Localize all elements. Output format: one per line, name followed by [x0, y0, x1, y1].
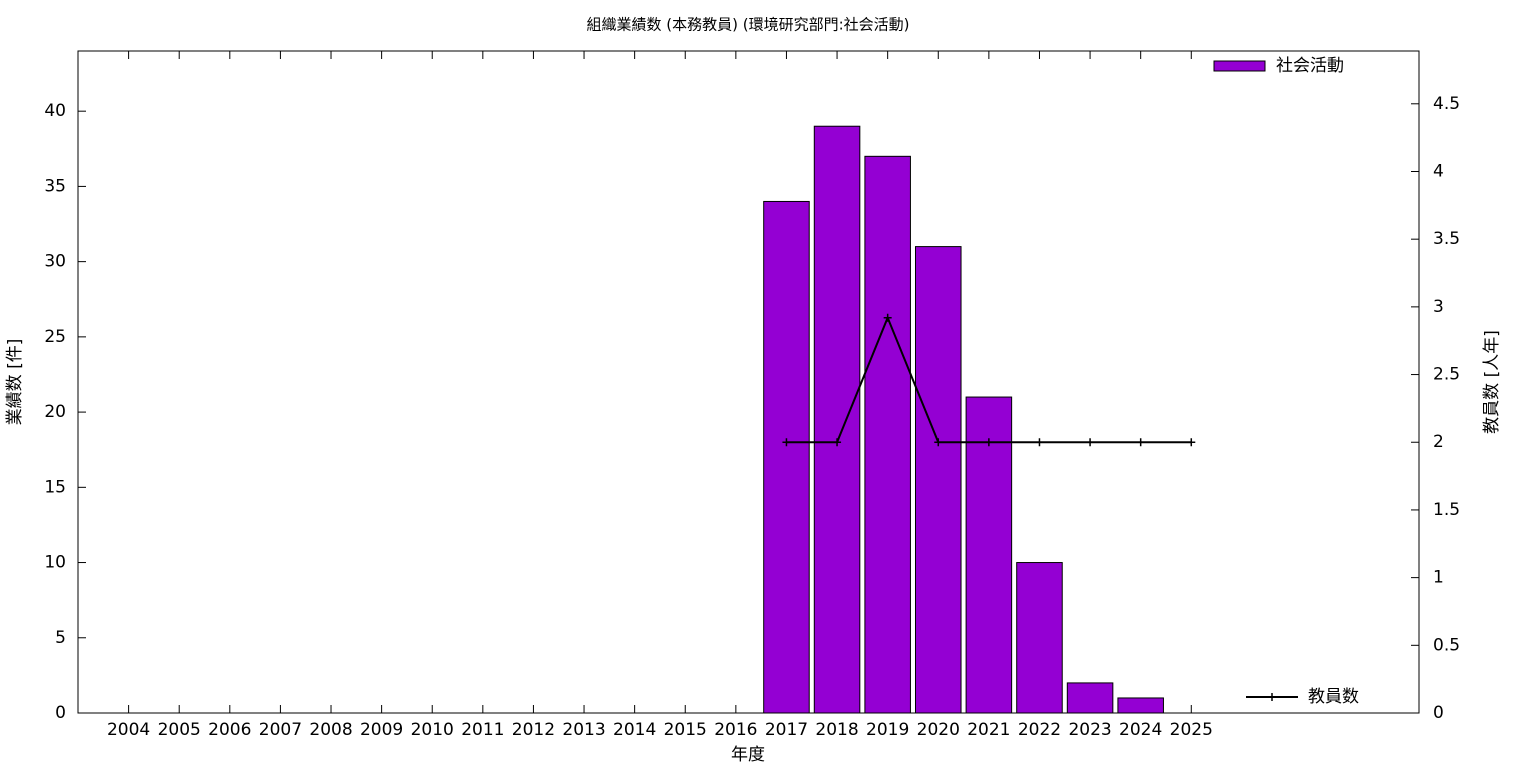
y-tick-label: 20	[44, 402, 66, 422]
x-tick-label: 2009	[360, 720, 403, 740]
y2-tick-label: 1	[1433, 568, 1444, 588]
bar	[1066, 682, 1114, 714]
bar	[813, 125, 861, 714]
y2-axis-label: 教員数 [人年]	[1482, 330, 1502, 434]
y2-tick-label: 0	[1433, 703, 1444, 723]
legend-label: 教員数	[1308, 687, 1359, 707]
x-tick-label: 2025	[1170, 720, 1213, 740]
y-tick-label: 25	[44, 327, 66, 347]
chart-title: 組織業績数 (本務教員) (環境研究部門:社会活動)	[586, 16, 909, 34]
bar	[763, 200, 810, 714]
x-tick-label: 2012	[512, 720, 555, 740]
y-tick-label: 30	[44, 252, 66, 272]
x-tick-label: 2020	[917, 720, 960, 740]
y2-tick-label: 2	[1433, 432, 1444, 452]
legend-swatch	[1213, 60, 1266, 72]
x-tick-label: 2017	[765, 720, 808, 740]
y-tick-label: 15	[44, 477, 66, 497]
y-tick-label: 40	[44, 101, 66, 121]
x-axis-label: 年度	[731, 745, 765, 765]
y2-tick-label: 0.5	[1433, 635, 1460, 655]
x-tick-label: 2016	[714, 720, 757, 740]
bar	[864, 155, 911, 714]
plot-frame	[77, 50, 1420, 714]
y2-tick-label: 3	[1433, 297, 1444, 317]
line	[786, 315, 1192, 444]
y-tick-label: 35	[44, 176, 66, 196]
x-tick-label: 2019	[866, 720, 909, 740]
x-tick-label: 2015	[664, 720, 707, 740]
y-tick-label: 5	[55, 628, 66, 648]
y2-tick-label: 2.5	[1433, 365, 1460, 385]
y2-tick-label: 3.5	[1433, 229, 1460, 249]
y-tick-label: 10	[44, 553, 66, 573]
y-axis-label: 業績数 [件]	[5, 339, 25, 426]
bar	[914, 246, 962, 714]
bar	[1016, 562, 1063, 714]
bar	[1117, 697, 1164, 714]
x-tick-label: 2007	[259, 720, 302, 740]
y2-tick-label: 4.5	[1433, 94, 1460, 114]
x-tick-label: 2010	[411, 720, 454, 740]
x-tick-label: 2011	[461, 720, 504, 740]
y-tick-label: 0	[55, 703, 66, 723]
x-tick-label: 2006	[208, 720, 251, 740]
x-tick-label: 2008	[309, 720, 352, 740]
legend-label: 社会活動	[1276, 56, 1344, 76]
x-tick-label: 2004	[107, 720, 150, 740]
bar	[965, 396, 1013, 714]
x-tick-label: 2021	[967, 720, 1010, 740]
x-tick-label: 2023	[1068, 720, 1111, 740]
x-tick-label: 2013	[562, 720, 605, 740]
y2-tick-label: 4	[1433, 161, 1444, 181]
x-tick-label: 2022	[1018, 720, 1061, 740]
x-tick-label: 2014	[613, 720, 656, 740]
x-tick-label: 2005	[158, 720, 201, 740]
x-tick-label: 2024	[1119, 720, 1162, 740]
x-tick-label: 2018	[815, 720, 858, 740]
y2-tick-label: 1.5	[1433, 500, 1460, 520]
